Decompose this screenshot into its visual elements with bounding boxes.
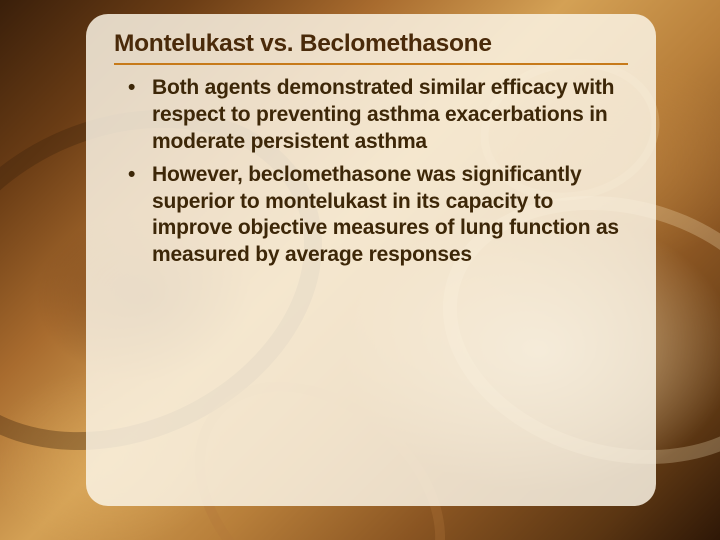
slide-content-frame: Montelukast vs. Beclomethasone Both agen…: [86, 14, 656, 506]
list-item: Both agents demonstrated similar efficac…: [124, 75, 628, 156]
bullet-list: Both agents demonstrated similar efficac…: [114, 75, 628, 269]
list-item: However, beclomethasone was significantl…: [124, 162, 628, 270]
slide-title: Montelukast vs. Beclomethasone: [114, 30, 628, 65]
